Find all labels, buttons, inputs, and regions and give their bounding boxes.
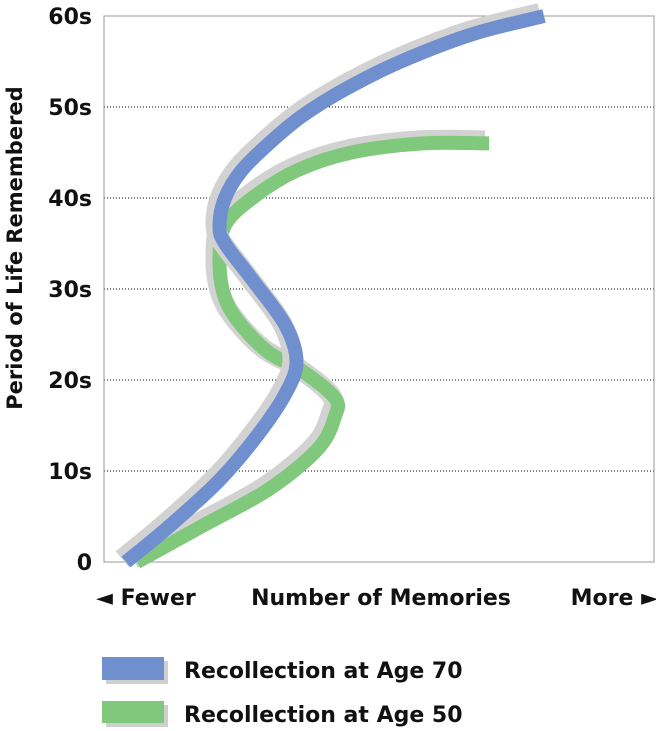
y-tick-label: 0 xyxy=(77,551,92,576)
series-lines xyxy=(115,3,546,569)
x-axis-more-label: More ► xyxy=(571,586,656,611)
legend: Recollection at Age 70 Recollection at A… xyxy=(102,657,463,728)
y-tick-label: 20s xyxy=(48,369,92,394)
y-axis-label: Period of Life Remembered xyxy=(3,86,27,409)
y-tick-label: 10s xyxy=(48,460,92,485)
legend-swatch-age70 xyxy=(102,657,164,680)
y-tick-label: 50s xyxy=(48,96,92,121)
legend-label-age50: Recollection at Age 50 xyxy=(184,703,463,728)
x-axis-label: Number of Memories xyxy=(251,586,511,611)
series-line-age50 xyxy=(133,135,490,569)
y-tick-label: 60s xyxy=(48,5,92,30)
y-tick-labels: 0 10s 20s 30s 40s 50s 60s xyxy=(48,5,92,576)
series-line-age70 xyxy=(121,9,546,568)
plot-frame xyxy=(103,15,655,563)
gridlines xyxy=(104,15,654,472)
legend-swatch-age50 xyxy=(102,701,164,723)
legend-label-age70: Recollection at Age 70 xyxy=(184,659,463,684)
y-tick-label: 40s xyxy=(48,187,92,212)
x-axis-fewer-label: ◄ Fewer xyxy=(96,586,196,611)
y-tick-label: 30s xyxy=(48,278,92,303)
